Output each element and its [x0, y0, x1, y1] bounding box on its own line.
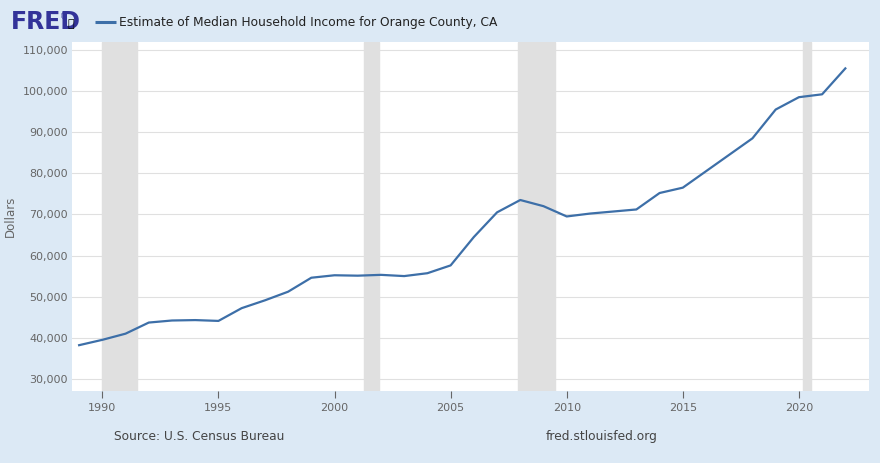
- Text: Estimate of Median Household Income for Orange County, CA: Estimate of Median Household Income for …: [119, 16, 497, 29]
- Y-axis label: Dollars: Dollars: [4, 196, 17, 237]
- Text: Source: U.S. Census Bureau: Source: U.S. Census Bureau: [114, 430, 285, 443]
- Text: FRED: FRED: [11, 10, 81, 34]
- Text: 📈: 📈: [68, 19, 75, 29]
- Text: fred.stlouisfed.org: fred.stlouisfed.org: [546, 430, 657, 443]
- Bar: [363, 42, 379, 391]
- Bar: [803, 42, 810, 391]
- Bar: [102, 42, 137, 391]
- Text: ®: ®: [60, 12, 68, 21]
- Bar: [518, 42, 555, 391]
